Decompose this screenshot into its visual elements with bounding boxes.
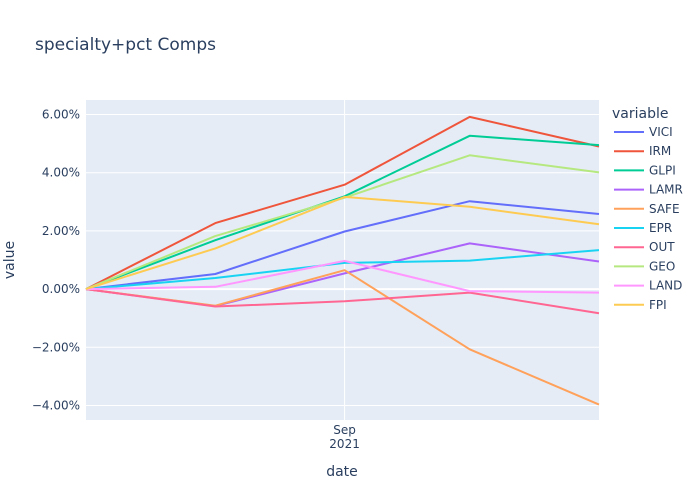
y-tick-labels: −4.00% −2.00% 0.00% 2.00% 4.00% 6.00% [32,108,80,413]
legend-item-irm[interactable]: IRM [614,144,671,158]
y-tick-label: −2.00% [32,340,80,354]
x-axis-title: date [326,464,358,480]
y-tick-label: 0.00% [42,282,80,296]
legend-label: FPI [649,298,667,312]
legend-item-out[interactable]: OUT [614,240,675,254]
legend-label: SAFE [649,202,680,216]
gridlines [86,100,599,420]
plot-area [86,100,599,420]
x-tick-label-year: 2021 [329,437,360,451]
series-line-land [85,259,600,294]
y-tick-label: 6.00% [42,108,80,122]
series-line-irm [85,115,600,290]
y-axis-title: value [2,241,18,279]
legend-label: VICI [649,125,673,139]
legend-item-land[interactable]: LAND [614,279,682,293]
chart-title: specialty+pct Comps [35,35,216,55]
legend-item-safe[interactable]: SAFE [614,202,680,216]
y-tick-label: 2.00% [42,224,80,238]
legend-item-vici[interactable]: VICI [614,125,673,139]
series-lines [85,115,600,406]
series-line-epr [85,249,600,291]
legend-label: GEO [649,259,675,273]
y-tick-label: 4.00% [42,166,80,180]
series-line-vici [85,200,600,291]
legend-item-geo[interactable]: GEO [614,259,675,273]
legend-title: variable [612,106,668,122]
legend-label: GLPI [649,163,676,177]
legend-label: IRM [649,144,671,158]
legend-label: LAMR [649,183,683,197]
legend-item-lamr[interactable]: LAMR [614,183,683,197]
x-tick-label-month: Sep [333,423,356,437]
legend-label: EPR [649,221,672,235]
legend: variable VICI IRM GLPI LAMR SAFE EPR OUT GEO LAN… [612,106,683,312]
series-line-out [85,288,600,315]
y-tick-label: −4.00% [32,398,80,412]
series-line-fpi [85,195,600,291]
legend-item-epr[interactable]: EPR [614,221,672,235]
legend-item-glpi[interactable]: GLPI [614,163,676,177]
legend-label: LAND [649,279,682,293]
legend-label: OUT [649,240,675,254]
legend-item-fpi[interactable]: FPI [614,298,667,312]
